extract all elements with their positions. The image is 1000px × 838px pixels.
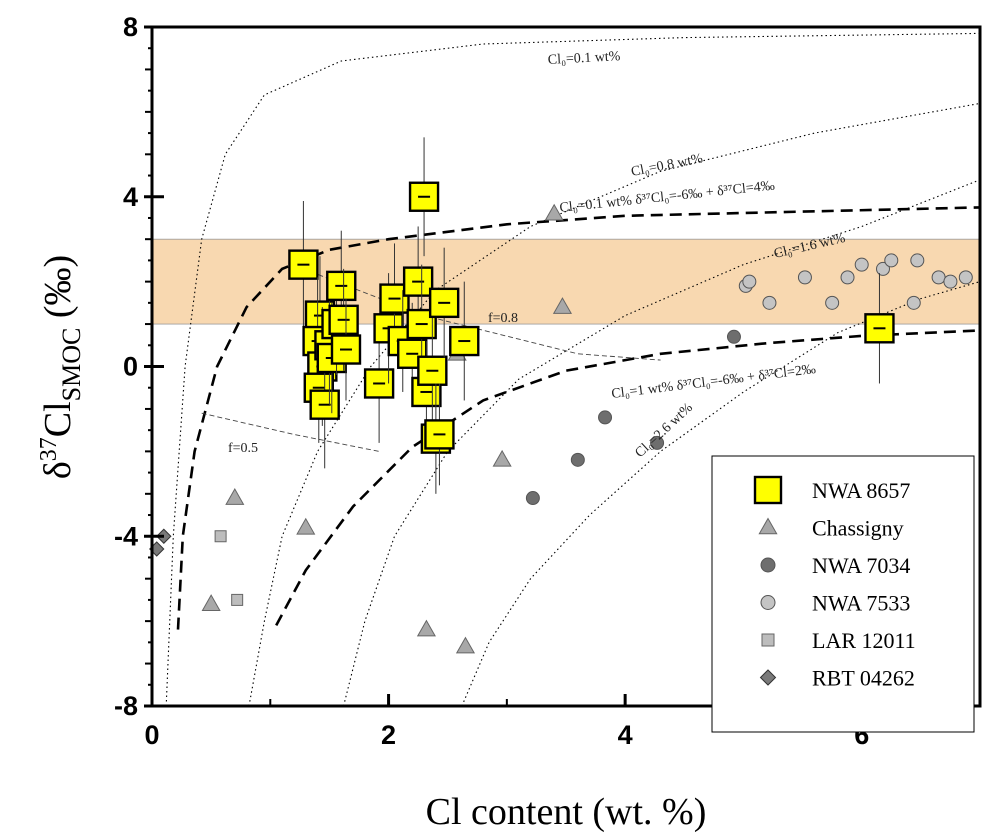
- chassigny-point: [544, 203, 564, 221]
- lar-12011-point: [214, 530, 227, 543]
- curve-dash-lower: [275, 329, 981, 627]
- legend: NWA 8657 Chassigny NWA 7034 NWA 7533 LAR 120…: [711, 455, 975, 733]
- legend-marker: [759, 669, 777, 686]
- nwa-7533-point: [825, 295, 840, 310]
- y-tick-label: -8: [114, 691, 138, 721]
- y-tick-label: 8: [123, 12, 138, 42]
- nwa-8657-point: [326, 270, 357, 302]
- label-cl0-0.8: Cl₀=0.8 wt%: [630, 151, 705, 180]
- curve-cl0-1.6: [343, 179, 981, 707]
- y-tick-label: 4: [123, 182, 138, 212]
- nwa-7034-point: [650, 435, 665, 450]
- legend-marker: [758, 517, 778, 535]
- nwa-7533-point: [943, 274, 958, 289]
- legend-marker: [760, 557, 776, 573]
- nwa-7533-point: [906, 295, 921, 310]
- nwa-7034-point: [726, 329, 741, 344]
- label-dash-lower: Cl₀=1 wt% δ³⁷Cl₀=-6‰ + δ³⁷Cl=2‰: [611, 362, 817, 402]
- curve-cl0-2.6: [461, 281, 981, 707]
- legend-label: NWA 7034: [812, 553, 910, 578]
- chassigny-point: [225, 488, 245, 505]
- label-cl0-0.1: Cl₀=0.1 wt%: [547, 49, 621, 68]
- nwa-7533-point: [762, 295, 777, 310]
- x-axis-title: Cl content (wt. %): [426, 791, 707, 833]
- chassigny-point: [455, 636, 476, 654]
- legend-label: NWA 7533: [812, 591, 910, 616]
- legend-marker: [753, 475, 783, 505]
- nwa-7034-point: [525, 491, 540, 506]
- curve-cl0-0.1: [165, 32, 981, 707]
- chassigny-point: [416, 619, 436, 637]
- x-tick-label: 0: [144, 720, 159, 750]
- nwa-7533-point: [910, 253, 925, 268]
- label-cl0-2.6: Cl₀=2.6 wt%: [632, 400, 696, 461]
- nwa-7034-point: [598, 410, 613, 425]
- chassigny-point: [201, 594, 221, 611]
- nwa-7533-point: [797, 270, 812, 285]
- label-f-0.8: f=0.8: [488, 311, 518, 326]
- tie-line-f-0.5: [201, 412, 380, 452]
- x-tick-label: 4: [618, 720, 633, 750]
- nwa-7533-point: [840, 270, 855, 285]
- nwa-7533-point: [958, 270, 973, 285]
- nwa-7533-point: [884, 253, 899, 268]
- label-dash-upper: Cl₀=0.1 wt% δ³⁷Cl₀=-6‰ + δ³⁷Cl=4‰: [559, 178, 776, 216]
- chassigny-point: [552, 297, 573, 314]
- y-tick-label: 0: [123, 352, 138, 382]
- legend-marker: [760, 595, 776, 610]
- y-tick-label: -4: [114, 521, 138, 551]
- legend-label: LAR 12011: [812, 628, 916, 653]
- nwa-7533-point: [931, 270, 946, 285]
- label-f-0.5: f=0.5: [228, 441, 258, 456]
- chassigny-point: [296, 517, 316, 535]
- nwa-7533-point: [854, 257, 869, 272]
- legend-marker: [761, 633, 775, 647]
- legend-label: RBT 04262: [812, 666, 915, 691]
- tie-line-f-0.8: [303, 268, 661, 361]
- legend-label: Chassigny: [812, 516, 904, 541]
- nwa-7533-point: [742, 274, 757, 289]
- chassigny-point: [492, 449, 512, 467]
- lar-12011-point: [231, 593, 244, 606]
- y-axis-title: δ37ClSMOC (‰): [36, 255, 86, 479]
- x-tick-label: 2: [381, 720, 396, 750]
- nwa-7533-point: [876, 261, 891, 276]
- data-points: [149, 137, 973, 654]
- legend-label: NWA 8657: [812, 478, 910, 503]
- nwa-7034-point: [570, 452, 585, 467]
